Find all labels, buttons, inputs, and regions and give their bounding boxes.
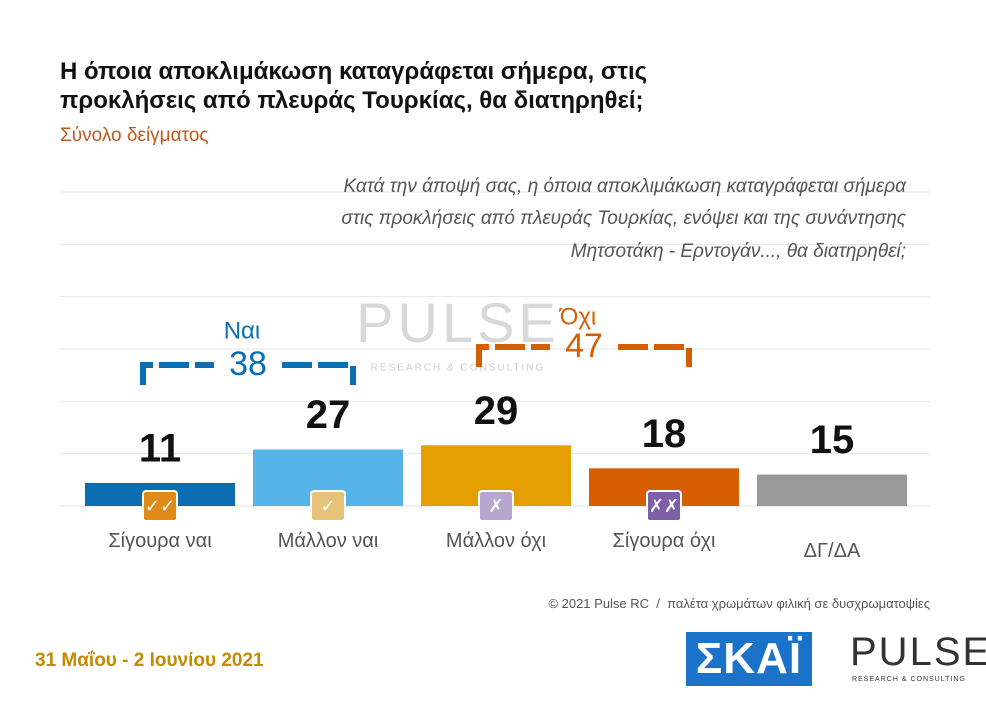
- value-label: 18: [642, 412, 687, 456]
- note-line: στις προκλήσεις από πλευράς Τουρκίας, εν…: [341, 208, 906, 229]
- value-label: 27: [306, 393, 351, 437]
- icon: [142, 490, 178, 522]
- subtitle: Σύνολο δείγματος: [60, 125, 209, 146]
- icon-glyph: ✗✗: [649, 496, 679, 516]
- group-name: Ναι: [224, 317, 261, 344]
- watermark-sub: RESEARCH & CONSULTING: [371, 363, 546, 374]
- pollster-logo-sub: RESEARCH & CONSULTING: [852, 676, 966, 683]
- date: 31 Μαΐου - 2 Ιουνίου 2021: [35, 650, 264, 671]
- icon: [478, 490, 514, 522]
- note-line: Κατά την άποψή σας, η όποια αποκλιμάκωση…: [343, 176, 906, 197]
- group-bracket: [140, 362, 356, 385]
- group-name: Όχι: [559, 303, 597, 330]
- title-line: προκλήσεις από πλευράς Τουρκίας, θα διατ…: [60, 87, 644, 114]
- broadcaster-logo: ΣΚΑΪ: [686, 632, 812, 686]
- icon-glyph: ✓✓: [145, 496, 175, 516]
- value-label: 15: [810, 418, 855, 462]
- footer: © 2021 Pulse RC / παλέτα χρωμάτων φιλική…: [548, 596, 930, 611]
- category-label: Σίγουρα ναι: [108, 530, 212, 552]
- group-value: 47: [565, 327, 603, 365]
- group-value: 38: [229, 345, 267, 383]
- icon: [646, 490, 682, 522]
- watermark: PULSE: [356, 291, 560, 354]
- icon: [310, 490, 346, 522]
- category-label: ΔΓ/ΔΑ: [803, 540, 861, 562]
- value-label: 11: [139, 427, 181, 471]
- category-label: Μάλλον όχι: [445, 530, 547, 552]
- bar: [757, 474, 907, 506]
- note-line: Μητσοτάκη - Ερντογάν..., θα διατηρηθεί;: [570, 241, 906, 262]
- value-label: 29: [474, 389, 519, 433]
- category-label: Μάλλον ναι: [277, 530, 379, 552]
- pollster-logo: PULSE: [850, 630, 986, 674]
- category-label: Σίγουρα όχι: [612, 530, 716, 552]
- title-line: Η όποια αποκλιμάκωση καταγράφεται σήμερα…: [60, 58, 648, 85]
- icon-glyph: ✗: [488, 496, 503, 516]
- icon-glyph: ✓: [320, 496, 335, 516]
- group-bracket: [476, 344, 692, 367]
